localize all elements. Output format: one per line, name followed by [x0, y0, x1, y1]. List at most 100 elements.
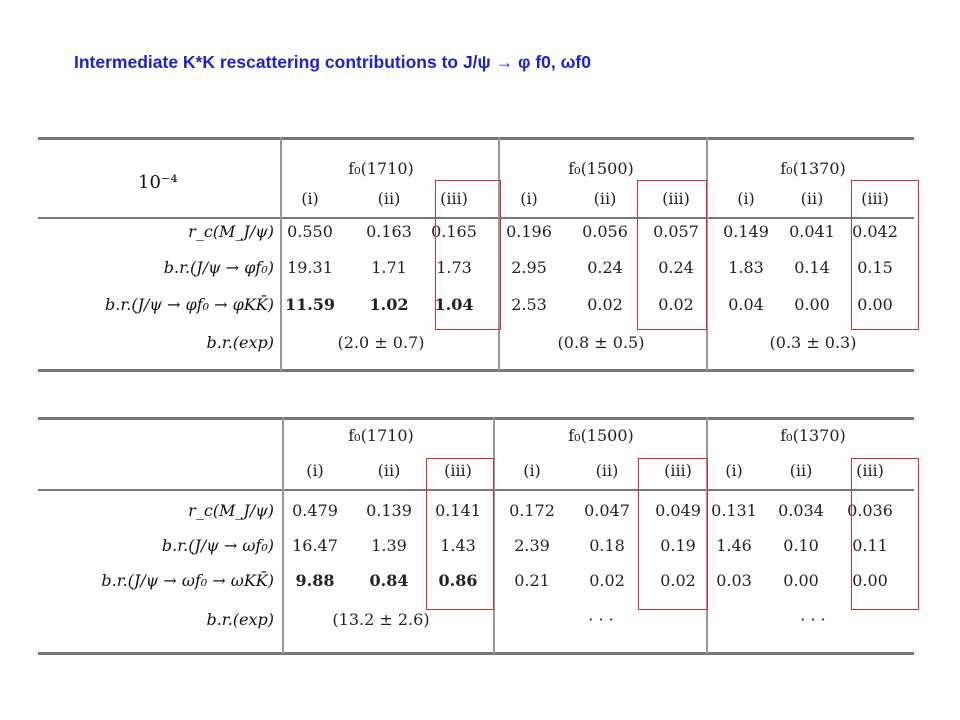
- column-header: (i): [737, 189, 755, 208]
- group-header: f₀(1500): [568, 426, 634, 445]
- table-cell: 0.02: [587, 295, 623, 314]
- column-header: (ii): [800, 189, 824, 208]
- highlight-box: [637, 180, 707, 330]
- table-cell: 0.131: [711, 501, 757, 520]
- table-cell: 1.71: [371, 258, 407, 277]
- row-label: b.r.(exp): [206, 333, 274, 352]
- column-divider: [498, 137, 500, 371]
- table-cell: 0.18: [589, 536, 625, 555]
- table-cell: 0.141: [435, 501, 481, 520]
- table-rule: [38, 137, 914, 140]
- table-cell: 0.036: [847, 501, 893, 520]
- table-corner-label: 10⁻⁴: [138, 172, 178, 193]
- table-cell: 0.139: [366, 501, 412, 520]
- table-cell: 0.550: [287, 222, 333, 241]
- table-cell: 0.00: [857, 295, 893, 314]
- table-rule: [38, 489, 914, 491]
- table-cell: 0.049: [655, 501, 701, 520]
- table-cell: 0.165: [431, 222, 477, 241]
- table-cell: 0.00: [794, 295, 830, 314]
- table-cell: 1.04: [434, 295, 474, 314]
- group-header: f₀(1500): [568, 159, 634, 178]
- column-header: (ii): [789, 461, 813, 480]
- table-cell: 0.02: [660, 571, 696, 590]
- group-header: f₀(1710): [348, 159, 414, 178]
- column-header: (iii): [856, 461, 884, 480]
- table-cell: 0.172: [509, 501, 555, 520]
- table-cell: 0.04: [728, 295, 764, 314]
- row-label: b.r.(J/ψ → φf₀ → φKK̄): [105, 295, 274, 314]
- experimental-value: (0.8 ± 0.5): [557, 333, 645, 352]
- highlight-box: [426, 458, 494, 610]
- column-divider: [280, 137, 282, 371]
- row-label: b.r.(J/ψ → φf₀): [163, 258, 274, 277]
- row-label: b.r.(J/ψ → ωf₀): [161, 536, 274, 555]
- group-header: f₀(1710): [348, 426, 414, 445]
- table-cell: 0.041: [789, 222, 835, 241]
- column-divider: [493, 417, 495, 654]
- column-header: (iii): [664, 461, 692, 480]
- column-header: (i): [306, 461, 324, 480]
- highlight-box: [638, 458, 708, 610]
- column-header: (i): [523, 461, 541, 480]
- table-cell: 0.24: [658, 258, 694, 277]
- table-cell: 2.39: [514, 536, 550, 555]
- table-cell: 0.19: [660, 536, 696, 555]
- table-cell: 0.056: [582, 222, 628, 241]
- column-header: (i): [725, 461, 743, 480]
- row-label: b.r.(exp): [206, 610, 274, 629]
- table-cell: 0.057: [653, 222, 699, 241]
- table-cell: 0.11: [852, 536, 888, 555]
- table-cell: 0.042: [852, 222, 898, 241]
- table-rule: [38, 217, 914, 219]
- table-cell: 1.43: [440, 536, 476, 555]
- column-header: (iii): [662, 189, 690, 208]
- table-cell: 0.03: [716, 571, 752, 590]
- table-rule: [38, 417, 914, 420]
- experimental-value: (0.3 ± 0.3): [769, 333, 857, 352]
- table-cell: 1.46: [716, 536, 752, 555]
- column-divider: [282, 417, 284, 654]
- table-cell: 1.83: [728, 258, 764, 277]
- row-label: r_c(M_J/ψ): [188, 222, 274, 241]
- table-cell: 9.88: [295, 571, 335, 590]
- table-cell: 0.84: [369, 571, 409, 590]
- table-cell: 0.24: [587, 258, 623, 277]
- experimental-value: (2.0 ± 0.7): [337, 333, 425, 352]
- table-cell: 0.163: [366, 222, 412, 241]
- column-header: (ii): [593, 189, 617, 208]
- table-cell: 0.15: [857, 258, 893, 277]
- experimental-value: (13.2 ± 2.6): [332, 610, 430, 629]
- table-cell: 0.00: [783, 571, 819, 590]
- experimental-value: · · ·: [800, 610, 826, 629]
- slide-title: Intermediate K*K rescattering contributi…: [74, 52, 591, 72]
- table-cell: 11.59: [284, 295, 336, 314]
- table-cell: 0.02: [589, 571, 625, 590]
- table-cell: 1.02: [369, 295, 409, 314]
- experimental-value: · · ·: [588, 610, 614, 629]
- table-cell: 0.149: [723, 222, 769, 241]
- table-cell: 0.02: [658, 295, 694, 314]
- highlight-box: [851, 458, 919, 610]
- table-cell: 0.034: [778, 501, 824, 520]
- column-header: (i): [301, 189, 319, 208]
- table-cell: 0.10: [783, 536, 819, 555]
- highlight-box: [851, 180, 919, 330]
- results-table-1: 10⁻⁴ f₀(1710) f₀(1500) f₀(1370) (i) (ii) (iii)…: [38, 137, 919, 372]
- table-cell: 2.53: [511, 295, 547, 314]
- column-header: (iii): [861, 189, 889, 208]
- table-rule: [38, 652, 914, 655]
- group-header: f₀(1370): [780, 159, 846, 178]
- column-divider: [706, 137, 708, 371]
- group-header: f₀(1370): [780, 426, 846, 445]
- table-cell: 0.00: [852, 571, 888, 590]
- column-header: (ii): [595, 461, 619, 480]
- highlight-box: [435, 180, 501, 330]
- table-rule: [38, 369, 914, 372]
- column-header: (i): [520, 189, 538, 208]
- table-cell: 0.14: [794, 258, 830, 277]
- table-cell: 1.73: [436, 258, 472, 277]
- table-cell: 0.21: [514, 571, 550, 590]
- table-cell: 16.47: [292, 536, 338, 555]
- table-cell: 2.95: [511, 258, 547, 277]
